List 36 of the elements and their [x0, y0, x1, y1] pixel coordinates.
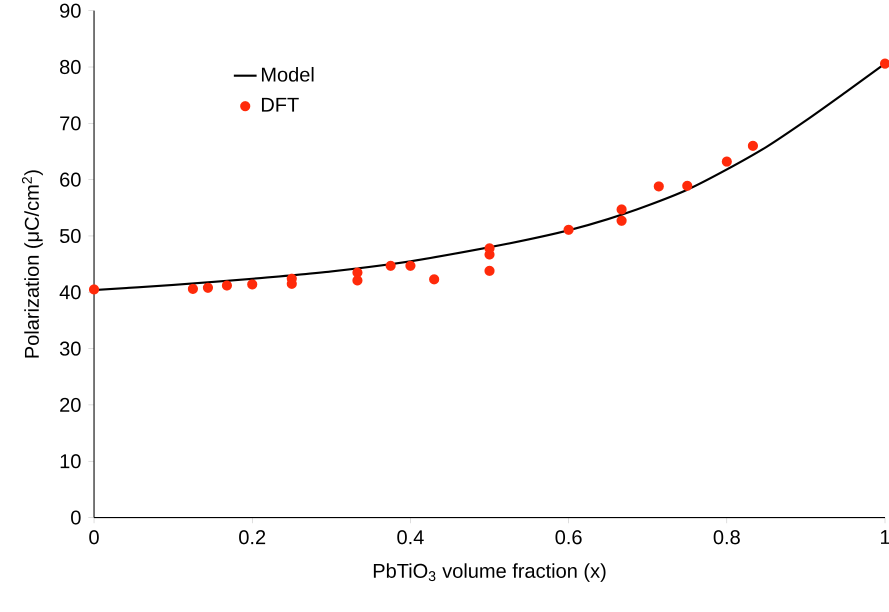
point: [247, 279, 258, 290]
point: [682, 180, 692, 191]
point: [352, 275, 362, 286]
point: [202, 282, 214, 293]
legend-label: Model: [262, 66, 314, 82]
point: [386, 260, 396, 271]
point: [616, 216, 627, 226]
point: [484, 266, 495, 276]
y-tick-label: 60: [60, 172, 81, 187]
y-tick-label: 80: [60, 60, 81, 74]
x-axis-title: PbTiO$_{3}$ volume fraction (x): [374, 563, 606, 582]
point: [654, 181, 664, 192]
point: [722, 156, 732, 167]
point: [616, 204, 627, 214]
point: [748, 140, 758, 151]
legend-label: DFT: [262, 98, 299, 112]
y-tick-label: 90: [60, 3, 81, 18]
y-tick-label: 40: [60, 285, 81, 300]
point: [564, 224, 574, 235]
x-tick-label: 0.8: [714, 530, 740, 544]
y-tick-label: 30: [60, 341, 81, 356]
point: [88, 284, 100, 294]
point: [405, 260, 416, 271]
y-axis-title: Polarization (μC/cm$^{2}$): [22, 170, 43, 358]
x-tick-label: 0.4: [397, 530, 424, 544]
x-tick-label: 0.2: [239, 530, 266, 544]
y-tick-label: 70: [60, 116, 81, 130]
point: [222, 280, 232, 290]
y-tick-label: 20: [60, 398, 81, 412]
x-tick-label: 0: [89, 530, 99, 544]
y-tick-label: 0: [71, 510, 81, 524]
y-tick-label: 50: [60, 228, 81, 243]
point: [429, 274, 440, 284]
point: [188, 284, 198, 294]
y-tick-label: 10: [60, 454, 81, 468]
x-tick-label: 0.6: [555, 530, 582, 544]
